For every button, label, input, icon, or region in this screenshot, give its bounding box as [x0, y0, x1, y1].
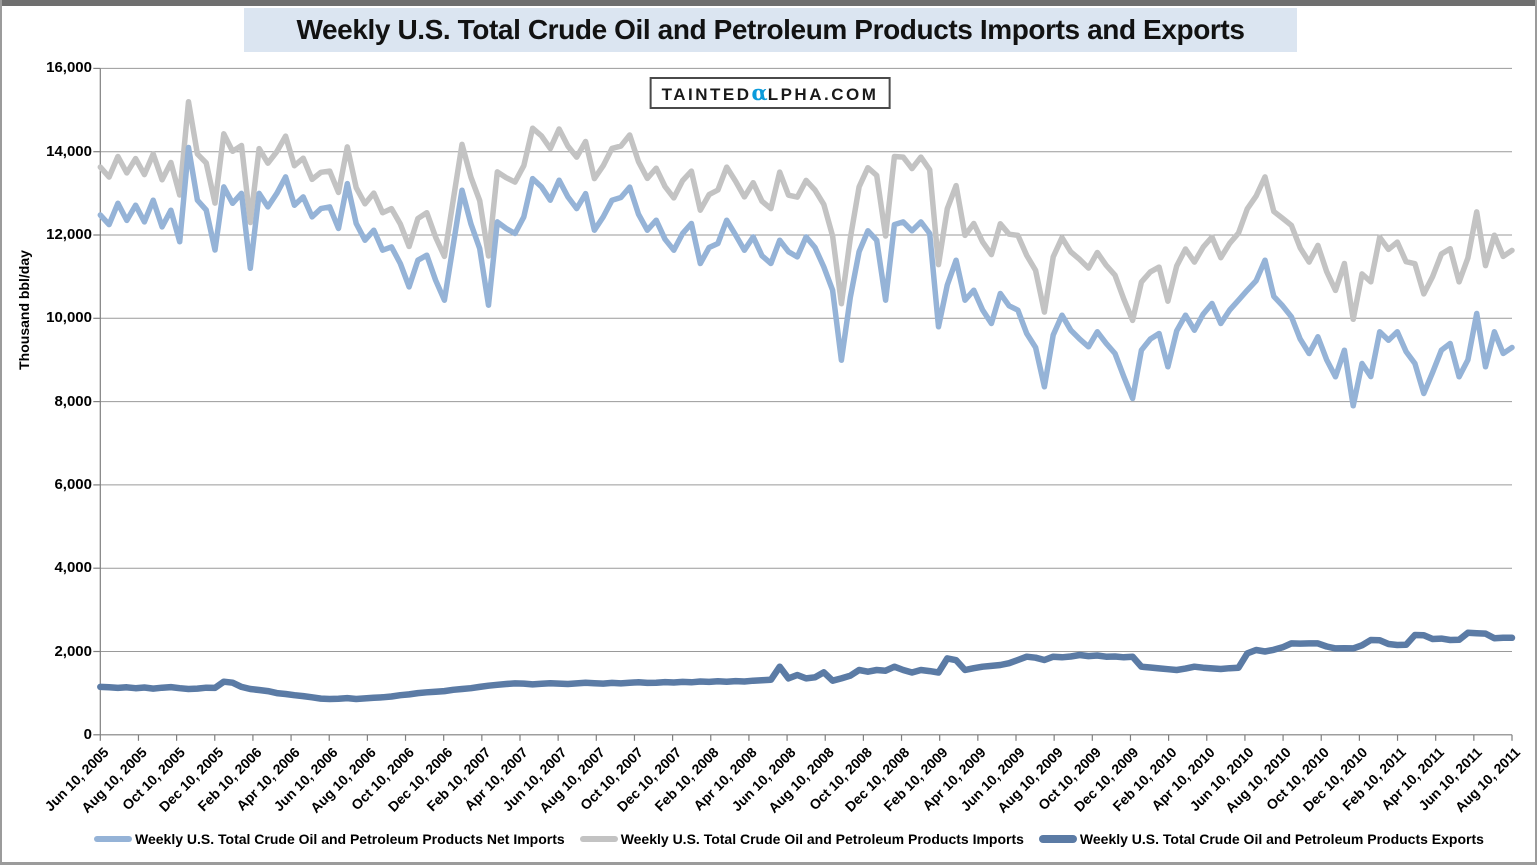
legend-label: Weekly U.S. Total Crude Oil and Petroleu… — [135, 831, 565, 847]
legend-item: Weekly U.S. Total Crude Oil and Petroleu… — [579, 831, 1024, 847]
legend-item: Weekly U.S. Total Crude Oil and Petroleu… — [94, 831, 565, 847]
chart-title-band: Weekly U.S. Total Crude Oil and Petroleu… — [244, 8, 1297, 52]
y-tick-label: 16,000 — [46, 59, 92, 77]
logo-text-suffix: LPHA.COM — [767, 85, 879, 104]
legend-line-marker — [579, 835, 618, 843]
logo-text-prefix: TAINTED — [661, 85, 752, 104]
series-line-imports — [97, 98, 1515, 324]
y-tick-label: 0 — [83, 725, 92, 743]
legend-line-marker — [1038, 835, 1077, 843]
y-tick-label: 12,000 — [46, 226, 92, 243]
taintedalpha-logo: TAINTEDαLPHA.COM — [649, 77, 891, 109]
logo-alpha-glyph: α — [751, 80, 768, 105]
series-line-net-imports — [97, 144, 1515, 409]
series-line-exports — [97, 629, 1516, 703]
y-tick-label: 4,000 — [54, 559, 92, 577]
legend-line-marker — [94, 835, 132, 843]
legend: Weekly U.S. Total Crude Oil and Petroleu… — [94, 831, 1484, 847]
y-tick-label: 14,000 — [46, 142, 92, 160]
y-tick-label: 6,000 — [54, 475, 92, 493]
top-frame-strip — [2, 0, 1535, 6]
y-tick-label: 10,000 — [46, 309, 92, 327]
legend-label: Weekly U.S. Total Crude Oil and Petroleu… — [620, 831, 1024, 847]
y-tick-label: 2,000 — [54, 642, 92, 660]
y-tick-label: 8,000 — [54, 392, 92, 410]
chart-title: Weekly U.S. Total Crude Oil and Petroleu… — [296, 14, 1245, 45]
legend-item: Weekly U.S. Total Crude Oil and Petroleu… — [1038, 831, 1484, 847]
legend-label: Weekly U.S. Total Crude Oil and Petroleu… — [1079, 831, 1484, 847]
